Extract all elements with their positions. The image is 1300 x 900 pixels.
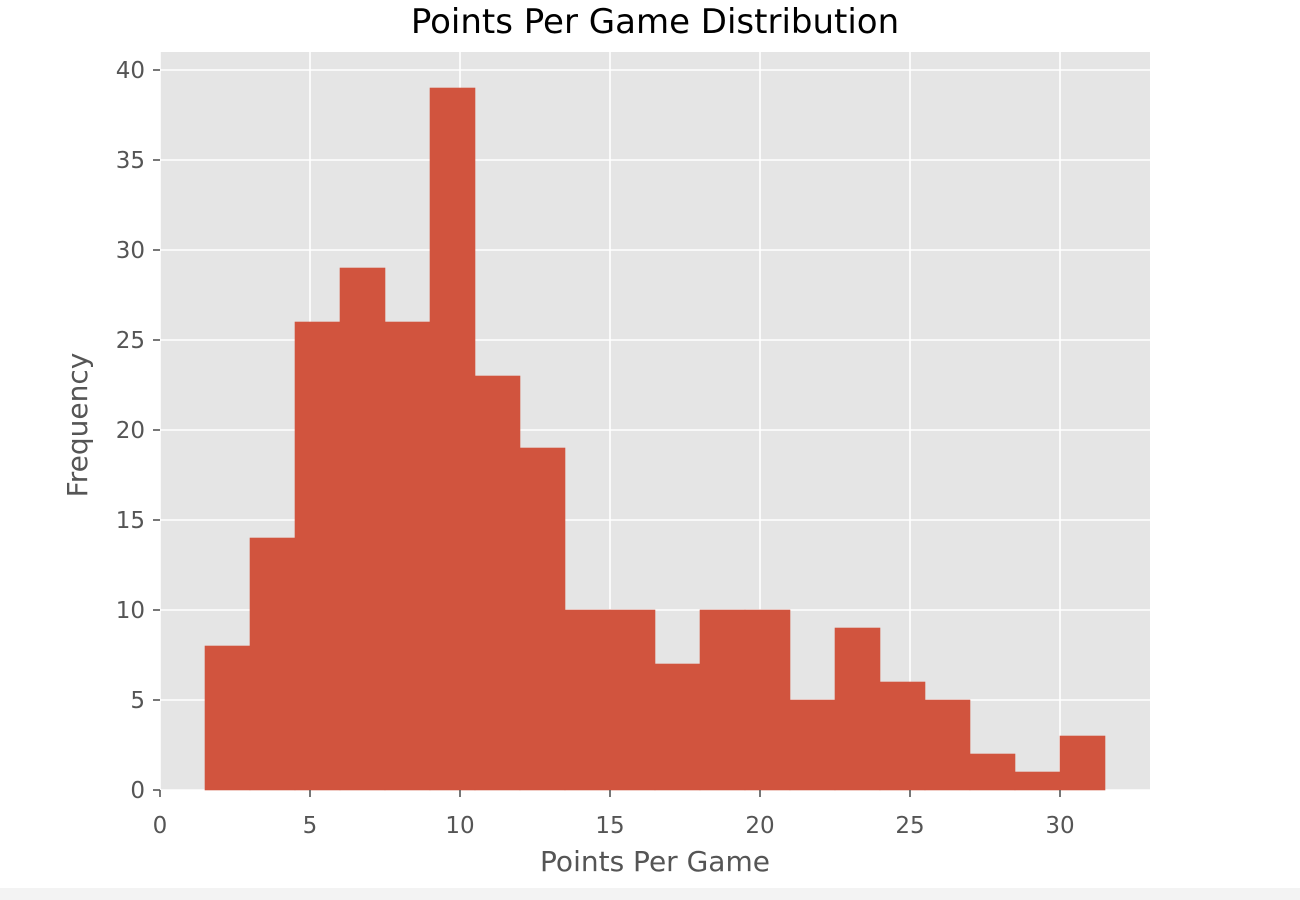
histogram-bar — [789, 699, 836, 791]
x-tick-label: 15 — [595, 813, 624, 839]
y-tick-label: 0 — [130, 778, 145, 804]
histogram-bar — [924, 699, 971, 791]
x-tick-label: 0 — [153, 813, 168, 839]
axis-ticks: 0 5 10 15 20 25 30 0 5 10 15 20 25 30 35 40 — [116, 58, 1075, 839]
histogram-bar — [519, 447, 566, 791]
x-tick-label: 30 — [1045, 813, 1074, 839]
histogram-bar — [609, 609, 656, 791]
x-tick-label: 5 — [303, 813, 318, 839]
x-tick-label: 25 — [895, 813, 924, 839]
y-tick-label: 15 — [116, 508, 145, 534]
histogram-bar — [879, 681, 926, 791]
x-tick-label: 10 — [445, 813, 474, 839]
x-axis-label: Points Per Game — [540, 845, 770, 878]
histogram-bar — [249, 537, 296, 791]
y-tick-label: 30 — [116, 238, 145, 264]
y-tick-label: 10 — [116, 598, 145, 624]
x-tick-label: 20 — [745, 813, 774, 839]
histogram-bar — [1059, 735, 1106, 791]
histogram-bar — [969, 753, 1016, 791]
chart-title: Points Per Game Distribution — [411, 2, 899, 42]
histogram-bar — [204, 645, 251, 791]
histogram-bar — [654, 663, 701, 791]
histogram-bar — [294, 321, 341, 791]
histogram-bar — [1014, 771, 1061, 791]
bars — [204, 87, 1106, 791]
histogram-bar — [699, 609, 746, 791]
histogram-bar — [834, 627, 881, 791]
bottom-strip — [0, 888, 1300, 900]
histogram-bar — [564, 609, 611, 791]
histogram-bar — [744, 609, 791, 791]
y-axis-label: Frequency — [61, 353, 94, 498]
histogram-bar — [339, 267, 386, 791]
y-tick-label: 25 — [116, 328, 145, 354]
y-tick-label: 40 — [116, 58, 145, 84]
histogram-bar — [384, 321, 431, 791]
histogram-bar — [429, 87, 476, 791]
y-tick-label: 5 — [130, 688, 145, 714]
histogram-bar — [474, 375, 521, 791]
y-tick-label: 20 — [116, 418, 145, 444]
y-tick-label: 35 — [116, 148, 145, 174]
